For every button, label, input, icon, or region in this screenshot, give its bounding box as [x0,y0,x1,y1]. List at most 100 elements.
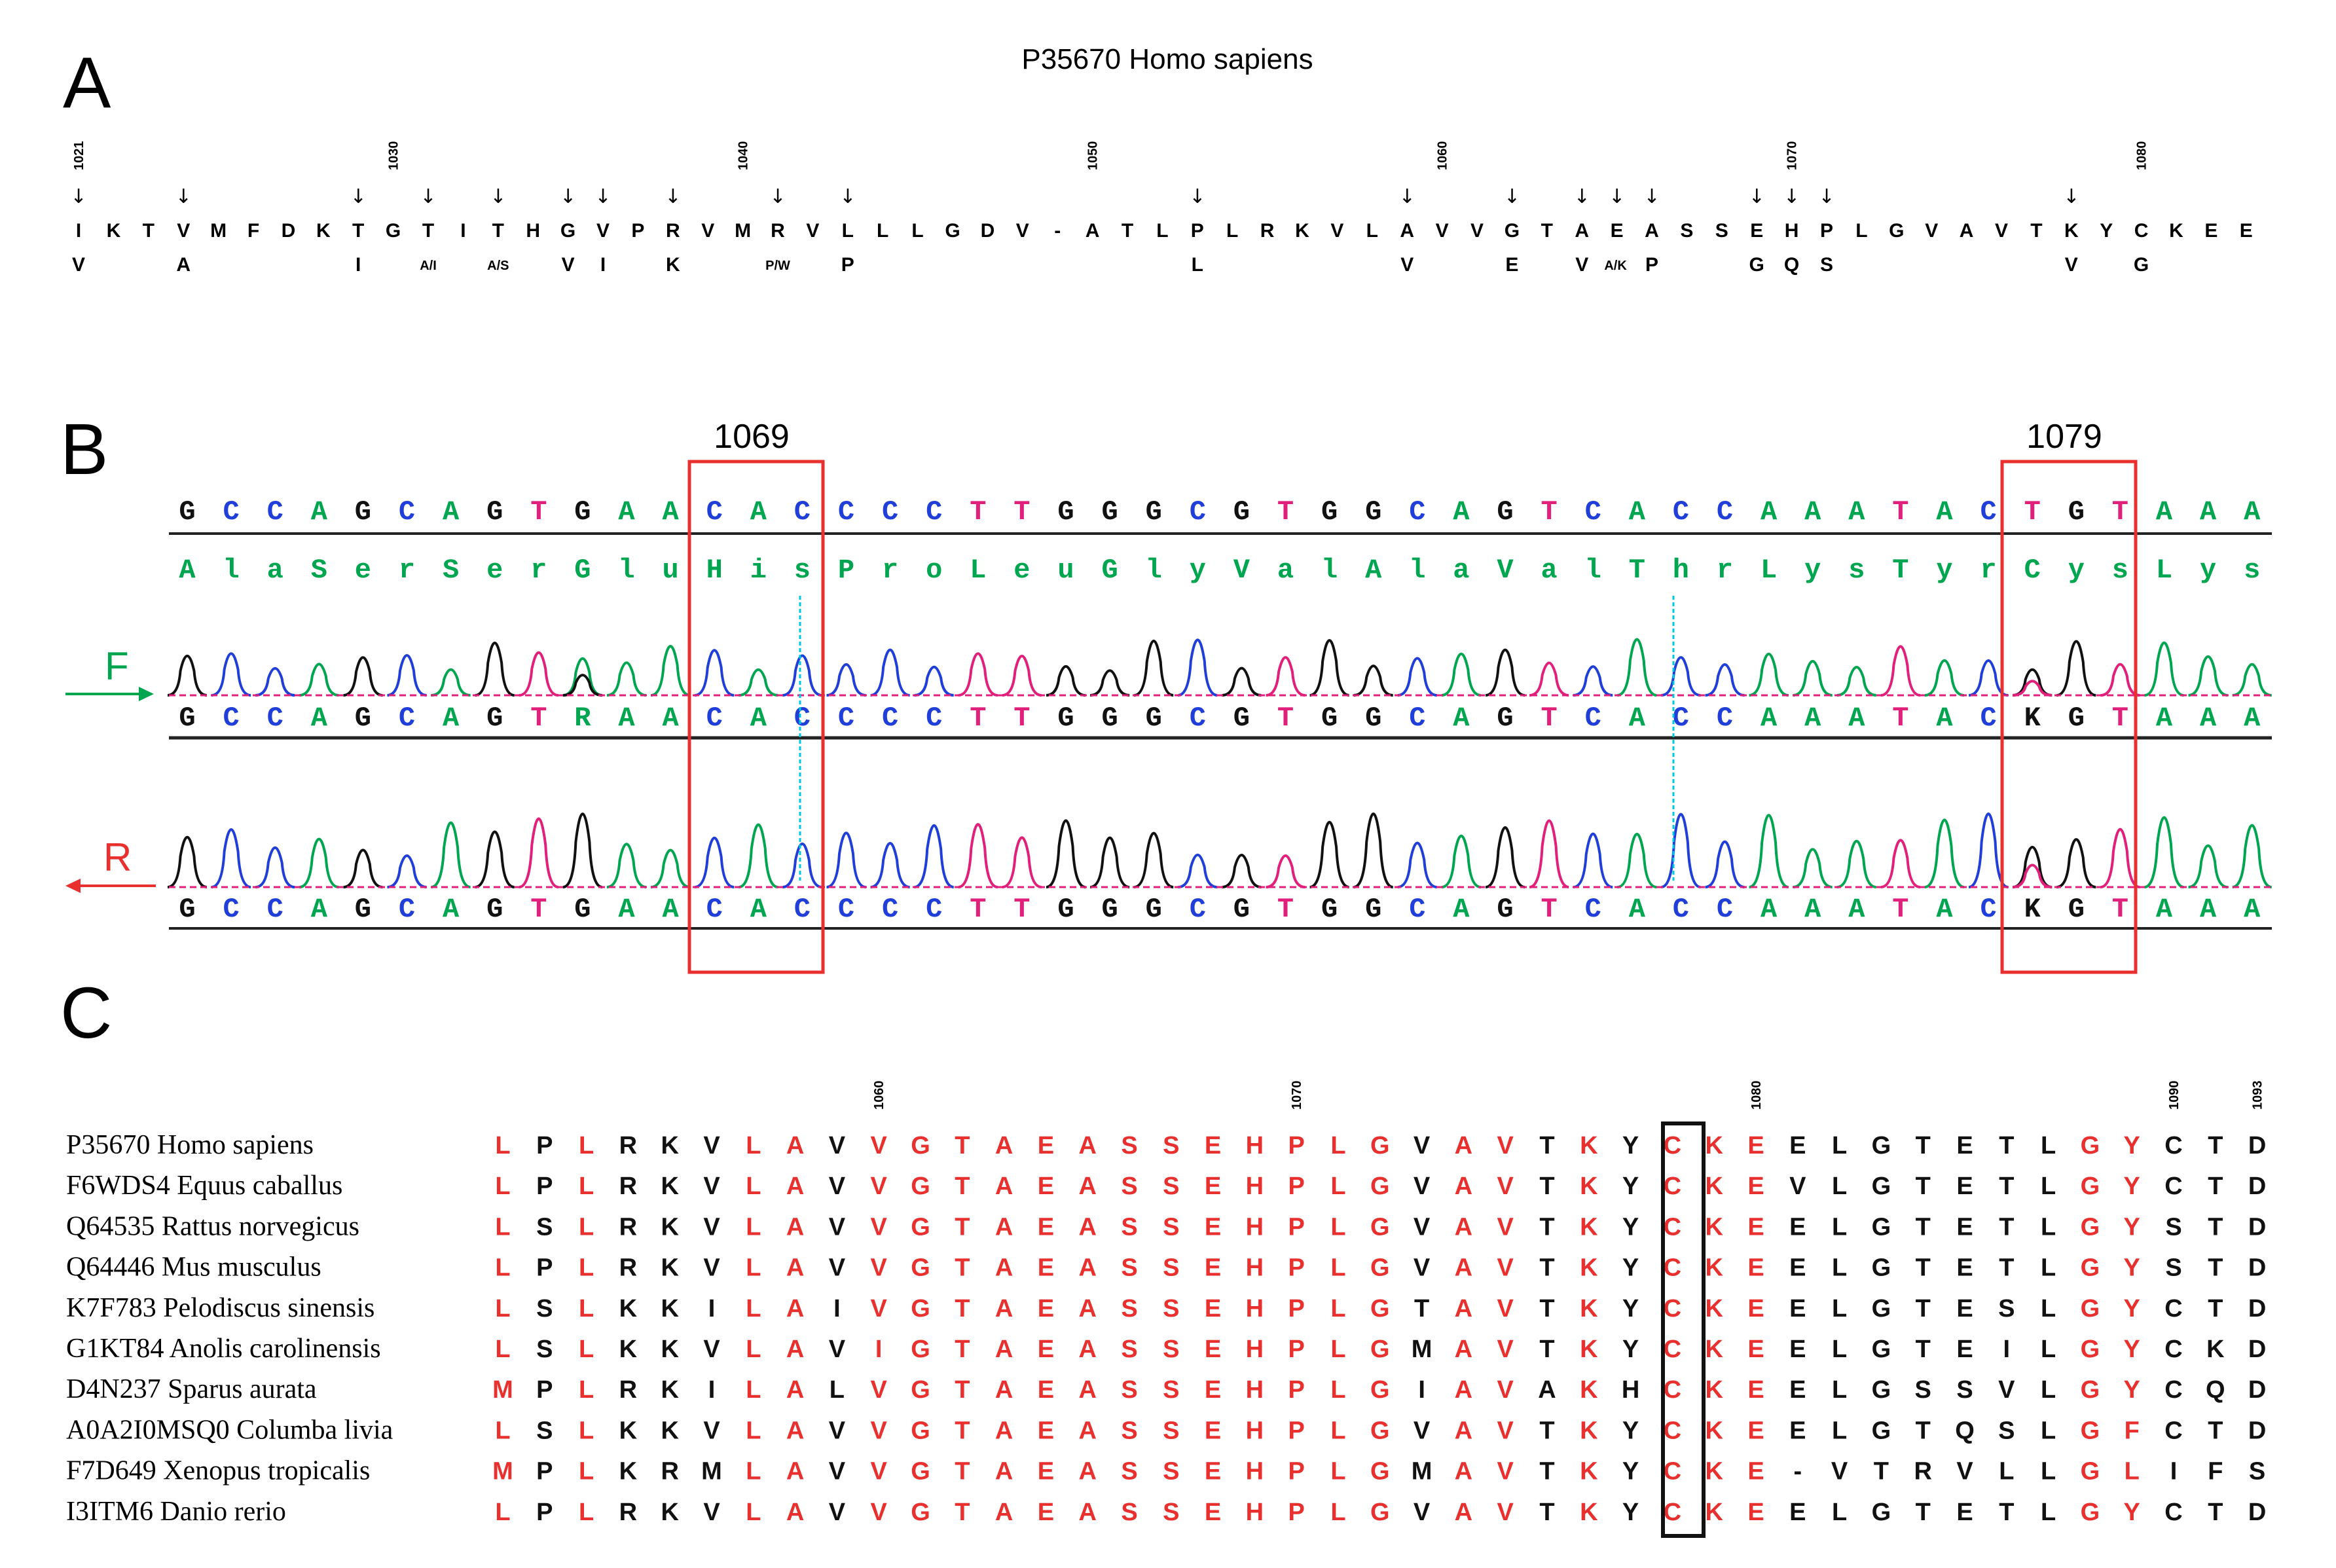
aligned-residue: S [1121,1336,1137,1363]
aligned-residue: A [1078,1499,1096,1526]
trace-peak [2188,655,2228,697]
aligned-residue: E [1205,1458,1221,1486]
aligned-residue: G [911,1213,930,1241]
aligned-residue: A [786,1458,804,1486]
aligned-residue: V [829,1173,846,1200]
aligned-residue: P [1288,1417,1305,1444]
forward-base: A [443,702,460,734]
trace-peak [958,823,998,888]
aligned-residue: Y [2124,1376,2140,1404]
trace-peak [870,842,910,888]
aligned-residue: L [2041,1295,2056,1322]
aligned-residue: L [2125,1458,2140,1486]
aligned-residue: G [911,1417,930,1444]
forward-base: G [1101,702,1118,734]
residue-1060: V [1436,220,1449,242]
residue-1054: L [1226,220,1238,242]
reference-base: T [970,496,986,528]
aligned-residue: V [1831,1458,1848,1486]
reverse-base: C [223,894,239,925]
aligned-residue: R [1914,1458,1931,1486]
aligned-residue: E [1789,1499,1806,1526]
aligned-residue: L [495,1254,510,1282]
reference-base: C [1190,496,1206,528]
aligned-residue: K [1705,1458,1723,1486]
position-label-1060: 1060 [872,1081,886,1110]
trace-peak [738,823,778,888]
protein-letter: s [794,555,811,586]
trace-peak [1660,812,1701,888]
aligned-residue: D [2248,1417,2266,1444]
protein-letter: h [1673,555,1689,586]
aligned-residue: A [995,1336,1013,1363]
aligned-residue: Y [2124,1173,2140,1200]
reverse-base: K [2024,894,2041,925]
forward-base: C [926,702,942,734]
aligned-residue: T [2208,1213,2223,1241]
residue-1047: D [981,220,995,242]
residue-1033: T [492,220,504,242]
reverse-base: A [1936,894,1953,925]
forward-base: C [794,702,811,734]
aligned-residue: L [2041,1173,2056,1200]
residue-1043: L [842,220,854,242]
aligned-residue: V [1497,1458,1514,1486]
trace-peak [958,652,998,697]
aligned-residue: P [536,1132,553,1159]
trace-peak [1793,659,1833,697]
residue-1053: P [1191,220,1204,242]
aligned-residue: T [955,1173,970,1200]
aligned-residue: E [1747,1458,1764,1486]
reference-base: G [179,496,195,528]
forward-base: A [1848,702,1865,734]
species-name: K7F783 Pelodiscus sinensis [66,1293,374,1323]
forward-base: C [1409,702,1425,734]
aligned-residue: E [1956,1295,1973,1322]
aligned-residue: V [829,1417,846,1444]
aligned-residue: V [829,1336,846,1363]
trace-peak [1309,821,1349,888]
aligned-residue: T [1539,1213,1554,1241]
aligned-residue: G [2081,1417,2100,1444]
aligned-residue: V [829,1254,846,1282]
aligned-residue: I [708,1376,716,1404]
species-name: D4N237 Sparus aurata [66,1374,317,1404]
variant-arrow-icon: ↓ [350,185,367,208]
aligned-residue: A [786,1499,804,1526]
aligned-residue: A [1078,1173,1096,1200]
aligned-residue: V [871,1499,888,1526]
protein-letter: o [926,555,942,586]
aligned-residue: H [1246,1336,1264,1363]
trace-peak [1836,840,1877,888]
aligned-residue: T [955,1417,970,1444]
aligned-residue: L [2041,1132,2056,1159]
reference-base: A [311,496,328,528]
aligned-residue: L [495,1336,510,1363]
reference-base: G [1497,496,1513,528]
aligned-residue: F [2208,1458,2223,1486]
forward-base: T [1541,702,1557,734]
trace-peak [475,830,515,888]
position-label-1090: 1090 [2167,1081,2181,1110]
protein-letter: G [574,555,591,586]
reverse-base: C [1673,894,1689,925]
trace-peak [2056,640,2096,697]
protein-letter: l [223,555,239,586]
trace-secondary-peak [562,674,603,697]
species-name: Q64535 Rattus norvegicus [66,1211,359,1241]
protein-letter: y [1804,555,1821,586]
alignment-row: P35670 Homo sapiens L P L R K V L A V V G T A E A S S E H P L… [66,1130,2266,1160]
aligned-residue: K [1580,1213,1598,1241]
aligned-residue: L [746,1254,761,1282]
protein-letter: S [443,555,459,586]
residue-1045: L [911,220,923,242]
species-name: G1KT84 Anolis carolinensis [66,1334,381,1364]
aligned-residue: G [2081,1132,2100,1159]
forward-base: C [267,702,283,734]
aligned-residue: D [2248,1295,2266,1322]
aligned-residue: E [1038,1417,1054,1444]
aligned-residue: G [1872,1173,1891,1200]
aligned-residue: T [1999,1132,2014,1159]
protein-letter: s [1848,555,1865,586]
residue-1023: T [143,220,155,242]
